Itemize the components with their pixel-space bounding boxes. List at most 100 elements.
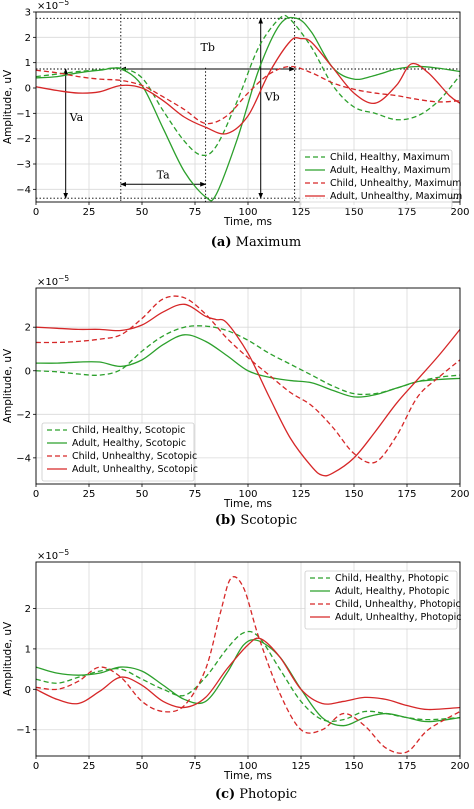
caption-letter: (b) [215, 513, 236, 528]
chart-panel-b: 0 25 50 75 100 125 150 175 200 −4 −2 0 2 ×10−5 Time, m… [2, 274, 470, 528]
series-line-b-2 [36, 295, 460, 464]
x-tick-label: 175 [397, 761, 416, 772]
axis-multiplier: ×10−5 [37, 0, 69, 12]
x-tick-label: 25 [83, 489, 96, 500]
y-tick-label: 0 [25, 685, 31, 696]
x-tick-label: 100 [238, 761, 257, 772]
caption-text: Photopic [235, 787, 297, 802]
x-tick-label: 25 [83, 761, 96, 772]
plot-frame [35, 561, 461, 757]
y-tick-label: 1 [25, 644, 31, 655]
series-line-a-3 [36, 37, 460, 135]
x-tick-label: 200 [450, 207, 469, 218]
panel-caption: (b) Scotopic [215, 513, 297, 528]
caption-letter: (c) [215, 787, 235, 802]
legend-entry: Adult, Unhealthy, Scotopic [72, 464, 198, 475]
panel-caption: (c) Photopic [215, 787, 297, 802]
y-tick-label: 2 [25, 604, 31, 615]
x-tick-label: 0 [33, 761, 39, 772]
x-tick-label: 50 [136, 761, 149, 772]
x-tick-label: 0 [33, 489, 39, 500]
y-tick-label: −2 [16, 410, 31, 421]
series-group [36, 295, 460, 477]
y-axis-label: Amplitude, uV [2, 69, 14, 144]
x-tick-label: 125 [291, 761, 310, 772]
axis-multiplier: ×10−5 [37, 548, 69, 562]
x-axis-label: Time, ms [223, 770, 272, 782]
multiplier-exponent: −5 [58, 0, 69, 7]
y-axis-label: Amplitude, uV [2, 348, 14, 423]
y-tick-label: 1 [25, 58, 31, 69]
caption-text: Maximum [232, 235, 302, 250]
series-group [36, 14, 460, 202]
legend-box [304, 570, 458, 630]
legend-entry: Child, Healthy, Photopic [335, 573, 449, 584]
y-tick-label: 2 [25, 33, 31, 44]
multiplier-exponent: −5 [58, 274, 69, 283]
legend-entry: Adult, Healthy, Maximum [330, 165, 450, 176]
x-tick-label: 150 [344, 761, 363, 772]
legend-entry: Adult, Healthy, Scotopic [72, 438, 186, 449]
x-tick-label: 200 [450, 489, 469, 500]
caption-text: Scotopic [236, 513, 297, 528]
legend: Child, Healthy, Photopic Adult, Healthy, … [304, 570, 462, 630]
y-tick-label: −1 [16, 109, 31, 120]
x-tick-label: 125 [291, 489, 310, 500]
x-tick-label: 75 [189, 489, 202, 500]
x-tick-label: 100 [238, 207, 257, 218]
x-tick-label: 75 [189, 761, 202, 772]
y-tick-label: −4 [16, 185, 31, 196]
x-tick-label: 50 [136, 207, 149, 218]
series-line-c-2 [36, 576, 460, 754]
y-tick-label: 0 [25, 84, 31, 95]
annotation-va: Va [69, 111, 84, 124]
series-line-b-3 [36, 303, 460, 477]
legend-box [41, 422, 195, 482]
y-tick-label: −3 [16, 160, 31, 171]
series-line-c-1 [36, 639, 460, 727]
multiplier-exponent: −5 [58, 548, 69, 557]
caption-letter: (a) [211, 235, 232, 250]
y-tick-label: −1 [16, 725, 31, 736]
legend-entry: Adult, Unhealthy, Photopic [335, 612, 462, 623]
x-tick-label: 200 [450, 761, 469, 772]
y-tick-label: 0 [25, 366, 31, 377]
legend-entry: Child, Healthy, Maximum [330, 152, 450, 163]
x-tick-label: 100 [238, 489, 257, 500]
legend-entry: Adult, Unhealthy, Maximum [330, 191, 462, 202]
multiplier-base: ×10 [37, 277, 58, 288]
x-tick-label: 75 [189, 207, 202, 218]
x-tick-label: 125 [291, 207, 310, 218]
annotation-vb: Vb [264, 91, 280, 104]
series-group [36, 576, 460, 754]
x-tick-label: 25 [83, 207, 96, 218]
legend: Child, Healthy, Scotopic Adult, Healthy, … [41, 422, 198, 482]
legend-entry: Child, Unhealthy, Scotopic [72, 451, 197, 462]
axis-multiplier: ×10−5 [37, 274, 69, 288]
legend-box [299, 149, 453, 209]
y-tick-label: 3 [25, 8, 31, 19]
series-line-b-1 [36, 334, 460, 398]
annotation-ta: Ta [157, 168, 170, 181]
x-tick-label: 150 [344, 489, 363, 500]
x-tick-label: 175 [397, 489, 416, 500]
x-tick-label: 150 [344, 207, 363, 218]
chart-panel-a: 0 25 50 75 100 125 150 175 200 −4 −3 −2 −1 0 1 2 3 ×10−5 T… [2, 0, 470, 250]
legend-entry: Child, Unhealthy, Photopic [335, 599, 461, 610]
x-tick-label: 175 [397, 207, 416, 218]
y-axis-label: Amplitude, uV [2, 621, 14, 696]
series-line-a-1 [36, 16, 460, 202]
legend: Child, Healthy, Maximum Adult, Healthy, M… [299, 149, 462, 209]
y-tick-label: 2 [25, 323, 31, 334]
legend-entry: Child, Healthy, Scotopic [72, 425, 185, 436]
multiplier-base: ×10 [37, 551, 58, 562]
panel-caption: (a) Maximum [211, 235, 301, 250]
multiplier-base: ×10 [37, 1, 58, 12]
y-tick-label: −2 [16, 134, 31, 145]
x-axis-label: Time, ms [223, 216, 272, 228]
x-tick-label: 0 [33, 207, 39, 218]
annotation-tb: Tb [201, 41, 215, 54]
series-line-c-3 [36, 637, 460, 711]
y-tick-label: −4 [16, 453, 31, 464]
